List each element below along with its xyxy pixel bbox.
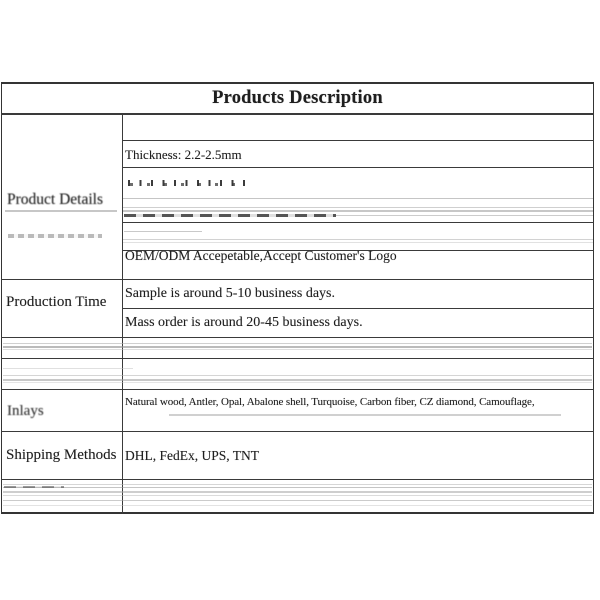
label-product-details: Product Details <box>7 191 103 208</box>
cell-sample-time: Sample is around 5-10 business days. <box>125 286 335 301</box>
degraded-text-smudge <box>123 242 593 243</box>
degraded-text-smudge <box>3 487 592 488</box>
degraded-text-smudge <box>3 343 592 344</box>
tick-marks-degraded-text <box>130 183 248 186</box>
cell-thickness: Thickness: 2.2-2.5mm <box>125 147 242 162</box>
degraded-text-smudge <box>3 346 592 348</box>
table-border-top <box>1 82 594 84</box>
row-divider <box>1 279 594 280</box>
degraded-text-smudge <box>124 231 202 232</box>
row-divider <box>1 389 594 390</box>
cell-mass-order-time: Mass order is around 20-45 business days… <box>125 315 363 330</box>
row-divider <box>122 250 594 251</box>
degraded-text-smudge <box>3 375 592 376</box>
degraded-text-smudge <box>3 484 592 485</box>
degraded-text-smudge <box>3 382 592 383</box>
degraded-text-smudge <box>3 379 592 381</box>
row-divider <box>122 222 594 223</box>
degraded-text-smudge <box>3 491 592 493</box>
row-divider <box>1 337 594 338</box>
table-border-bottom <box>1 512 594 514</box>
row-divider <box>122 167 594 168</box>
degraded-text-smudge <box>8 234 102 238</box>
degraded-text-smudge <box>3 495 592 496</box>
cell-inlay-materials: Natural wood, Antler, Opal, Abalone shel… <box>125 396 535 408</box>
degraded-text-smudge <box>169 414 561 416</box>
table-border-right <box>593 82 594 514</box>
cell-shipping-carriers: DHL, FedEx, UPS, TNT <box>125 448 260 463</box>
row-divider <box>122 308 594 309</box>
table-title: Products Description <box>212 88 383 108</box>
table-border-left <box>1 82 2 514</box>
degraded-text-smudge <box>336 215 593 216</box>
row-divider <box>1 431 594 432</box>
degraded-text-smudge <box>5 210 117 212</box>
products-description-table: Products Description Product Details Pro… <box>1 82 594 514</box>
degraded-text-smudge <box>123 198 593 199</box>
degraded-text-smudge <box>123 210 593 212</box>
column-divider <box>122 113 123 514</box>
degraded-text-smudge <box>4 486 64 488</box>
label-inlays: Inlays <box>7 403 44 419</box>
degraded-text-smudge <box>123 239 593 240</box>
degraded-text-smudge <box>3 500 592 501</box>
degraded-text-smudge <box>3 505 592 506</box>
degraded-text-smudge <box>3 349 592 350</box>
label-shipping-methods: Shipping Methods <box>6 447 117 463</box>
table-header: Products Description <box>1 84 594 113</box>
row-divider <box>1 358 594 359</box>
row-divider <box>1 479 594 480</box>
degraded-text-smudge <box>3 368 133 369</box>
degraded-text-smudge <box>124 214 336 217</box>
degraded-text-smudge <box>123 207 593 208</box>
row-divider <box>1 113 594 115</box>
label-production-time: Production Time <box>6 294 107 310</box>
row-divider <box>122 140 594 141</box>
cell-oem: OEM/ODM Accepetable,Accept Customer's Lo… <box>125 248 397 263</box>
